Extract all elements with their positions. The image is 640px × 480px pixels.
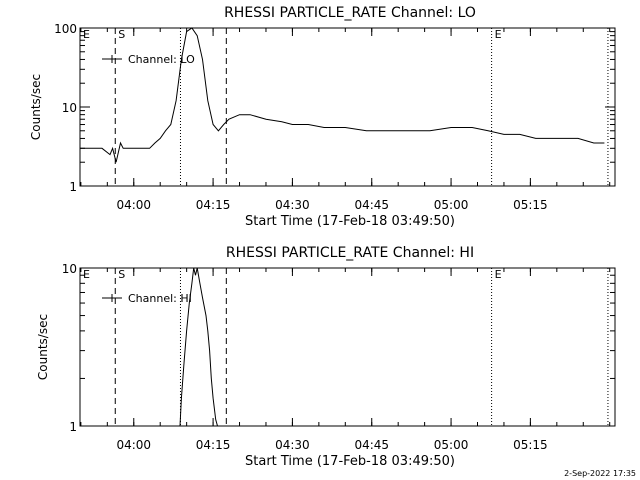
x-tick-label: 04:15 bbox=[196, 198, 231, 212]
y-axis-label: Counts/sec bbox=[36, 314, 50, 380]
x-tick-label: 04:00 bbox=[116, 198, 151, 212]
event-marker-label: E bbox=[495, 268, 502, 281]
y-tick-label: 10 bbox=[62, 262, 77, 276]
chart-title: RHESSI PARTICLE_RATE Channel: LO bbox=[224, 5, 476, 21]
series-layer bbox=[179, 267, 218, 427]
x-tick-label: 05:00 bbox=[434, 198, 469, 212]
x-tick-label: 05:15 bbox=[513, 198, 548, 212]
chart-panel-hi: RHESSI PARTICLE_RATE Channel: HI Counts/… bbox=[36, 245, 616, 469]
x-tick-label: 04:30 bbox=[275, 198, 310, 212]
y-tick-label: 1 bbox=[69, 420, 77, 434]
footer-date: 2-Sep-2022 17:35 bbox=[564, 469, 636, 478]
x-axis-label: Start Time (17-Feb-18 03:49:50) bbox=[245, 214, 455, 229]
series-line bbox=[179, 267, 218, 427]
x-tick-label: 05:15 bbox=[513, 438, 548, 452]
x-tick-label: 04:00 bbox=[116, 438, 151, 452]
y-tick-label: 1 bbox=[69, 180, 77, 194]
y-tick-label: 10 bbox=[62, 101, 77, 115]
tick-layer: 04:00 04:15 04:30 04:45 05:00 05:15 1 10 bbox=[62, 262, 615, 452]
tick-layer: 04:00 04:15 04:30 04:45 05:00 05:15 1 10 100 bbox=[54, 22, 615, 212]
legend-label: Channel: HI bbox=[128, 292, 192, 305]
event-marker-label: E bbox=[83, 28, 90, 41]
chart-title: RHESSI PARTICLE_RATE Channel: HI bbox=[226, 245, 474, 261]
x-axis-label: Start Time (17-Feb-18 03:49:50) bbox=[245, 454, 455, 469]
x-tick-label: 04:45 bbox=[354, 438, 389, 452]
x-tick-label: 04:45 bbox=[354, 198, 389, 212]
x-tick-label: 04:15 bbox=[196, 438, 231, 452]
series-layer bbox=[80, 27, 605, 163]
event-marker-label: E bbox=[83, 268, 90, 281]
legend-label: Channel: LO bbox=[128, 53, 195, 66]
y-axis-label: Counts/sec bbox=[29, 74, 43, 140]
chart-panel-lo: RHESSI PARTICLE_RATE Channel: LO Counts/… bbox=[29, 5, 616, 229]
plot-frame bbox=[79, 27, 616, 187]
series-line bbox=[80, 27, 605, 163]
x-tick-label: 05:00 bbox=[434, 438, 469, 452]
x-tick-label: 04:30 bbox=[275, 438, 310, 452]
event-marker-label: S bbox=[118, 268, 125, 281]
event-marker-label: S bbox=[118, 28, 125, 41]
event-marker-label: E bbox=[495, 28, 502, 41]
y-tick-label: 100 bbox=[54, 22, 77, 36]
